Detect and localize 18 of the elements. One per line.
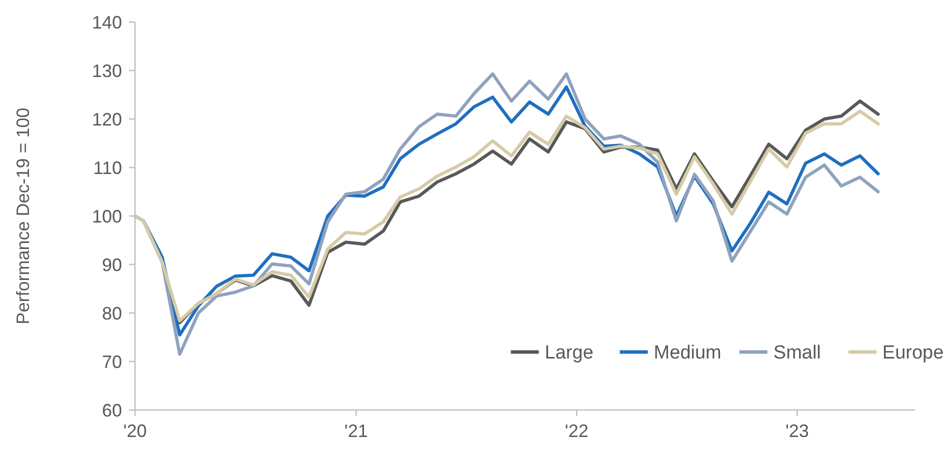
x-tick-label: '20 bbox=[123, 421, 147, 441]
legend-label: Medium bbox=[654, 342, 722, 364]
y-tick-label: 80 bbox=[102, 303, 122, 324]
y-tick-label: 70 bbox=[102, 352, 122, 372]
legend-label: Small bbox=[773, 342, 821, 364]
y-tick-label: 120 bbox=[92, 109, 122, 130]
y-axis-title: Performance Dec-19 = 100 bbox=[13, 108, 33, 324]
y-tick-label: 90 bbox=[102, 254, 122, 275]
legend-label: Large bbox=[544, 342, 594, 364]
x-tick-label: '22 bbox=[564, 421, 588, 441]
y-tick-label: 130 bbox=[92, 60, 122, 81]
x-tick-label: '23 bbox=[785, 421, 809, 441]
y-tick-label: 60 bbox=[102, 400, 122, 420]
legend-label: Europe bbox=[882, 342, 944, 364]
y-tick-label: 100 bbox=[92, 206, 122, 226]
y-tick-label: 140 bbox=[92, 12, 122, 32]
x-tick-label: '21 bbox=[344, 421, 368, 441]
y-tick-label: 110 bbox=[93, 158, 122, 178]
